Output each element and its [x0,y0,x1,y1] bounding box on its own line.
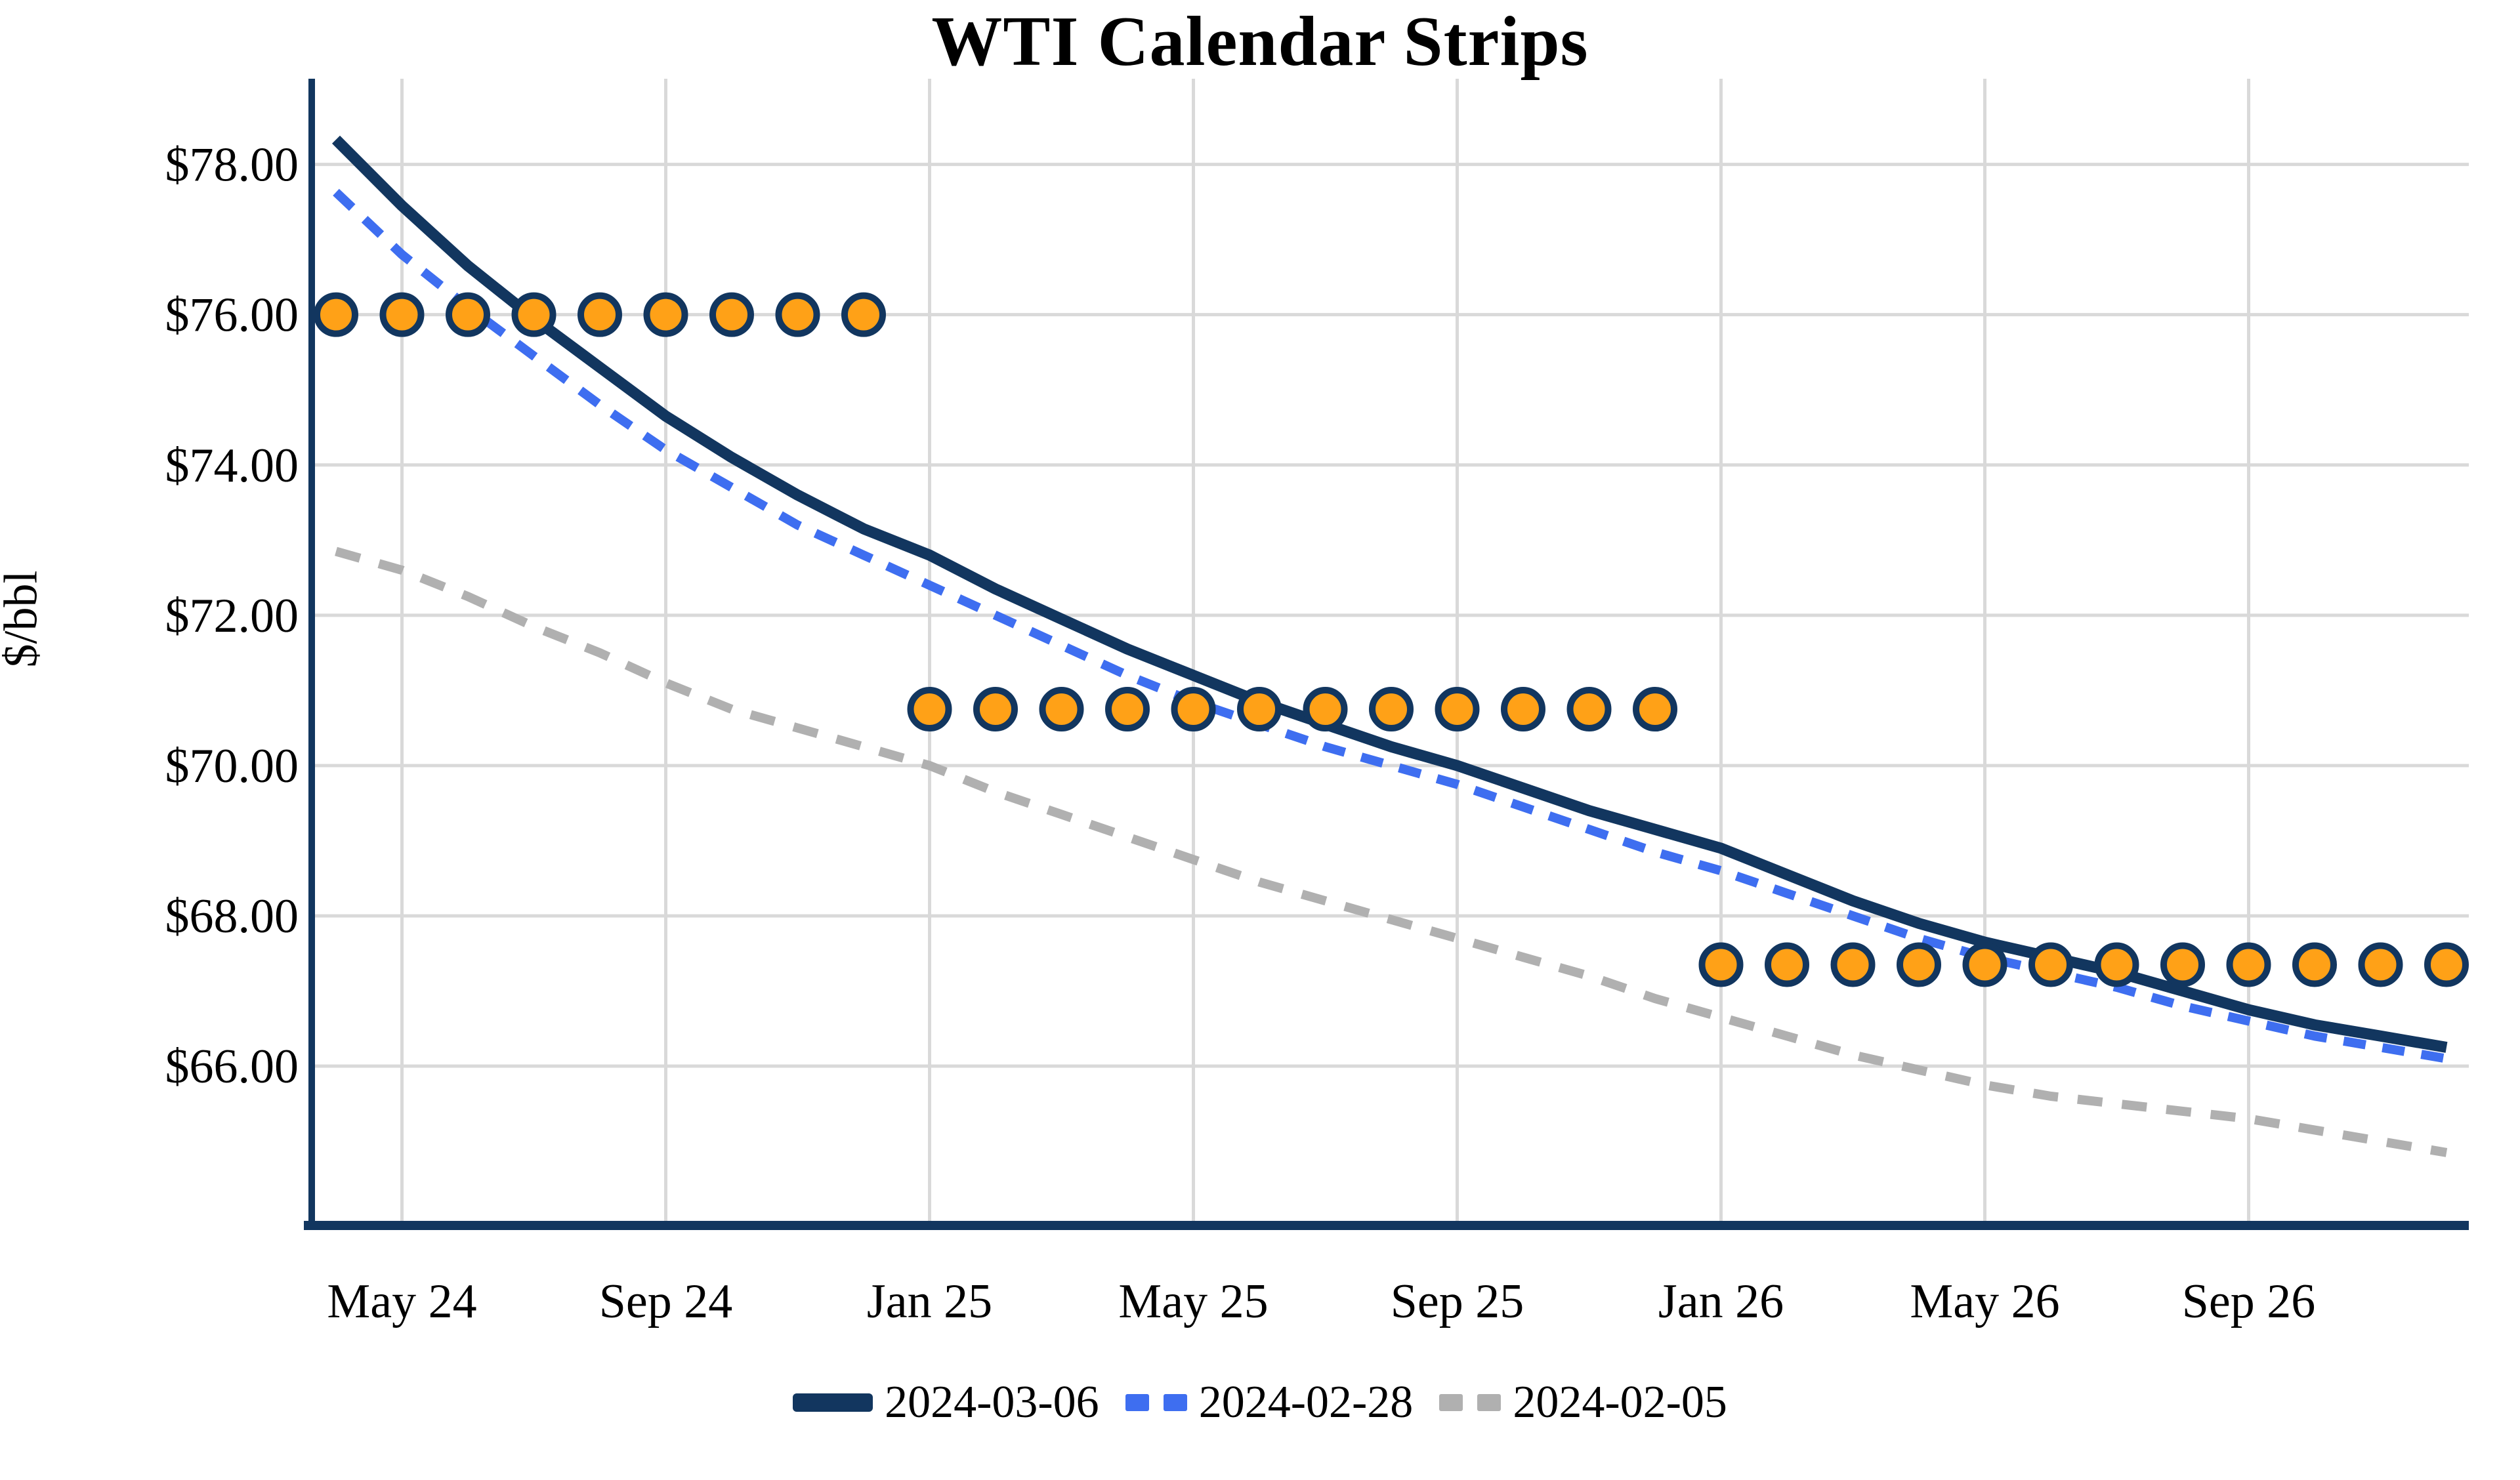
strip-dot [841,292,886,337]
strip-dot [1039,687,1084,732]
strip-dot [1698,942,1744,987]
y-tick-label: $68.00 [165,890,299,943]
strip-dot [775,292,820,337]
legend-label: 2024-03-06 [885,1377,1099,1428]
x-tick-label: Jan 25 [867,1275,992,1328]
strip-dot [973,687,1018,732]
strip-dot [2292,942,2337,987]
strip-dot [1897,942,1941,987]
series-line-2024-03-06 [331,135,2448,1053]
legend-dash-segment [1163,1394,1187,1411]
y-tick-label: $76.00 [165,289,299,342]
strip-dot [2226,942,2271,987]
series-line-2024-02-28 [333,188,2448,1063]
legend-swatch-dashed-line [1439,1394,1502,1411]
x-tick-label: May 25 [1118,1275,1268,1328]
legend-dash-segment [1439,1394,1463,1411]
chart-title: WTI Calendar Strips [931,3,1589,81]
x-tick-label: May 26 [1910,1275,2059,1328]
legend-swatch-solid-line [793,1393,873,1412]
strip-dot [2028,942,2073,987]
y-tick-label: $72.00 [165,589,299,643]
strip-dot [907,687,952,732]
strip-dot [2160,942,2205,987]
x-tick-label: Sep 24 [599,1275,733,1328]
strip-dot [709,292,754,337]
y-tick-label: $66.00 [165,1040,299,1094]
x-tick-label: Sep 25 [1391,1275,1524,1328]
y-tick-label: $74.00 [165,439,299,493]
x-tick-label: Sep 26 [2182,1275,2316,1328]
legend-label: 2024-02-05 [1513,1377,1727,1428]
strip-dot [1171,687,1216,732]
strip-dot [2358,942,2403,987]
strip-dot [1105,687,1150,732]
legend-dash-segment [1477,1394,1502,1411]
series-line-2024-02-05 [335,546,2448,1157]
x-tick-label: Jan 26 [1658,1275,1784,1328]
y-tick-label: $70.00 [165,739,299,793]
strip-dot [511,292,556,337]
strip-dot [1435,687,1480,732]
strip-dot [379,292,425,337]
strip-dot [643,292,688,337]
legend-item-2024-02-05: 2024-02-05 [1439,1376,1727,1429]
legend-item-2024-02-28: 2024-02-28 [1125,1376,1414,1429]
strip-dot [1566,687,1612,732]
y-tick-label: $78.00 [165,138,299,192]
legend: 2024-03-06 2024-02-28 2024-02-05 [0,1376,2520,1429]
strip-dot [1633,687,1677,732]
strip-dot [578,292,622,337]
strip-dot [1830,942,1876,987]
strip-dot [1237,687,1282,732]
strip-dot [1962,942,2007,987]
legend-label: 2024-02-28 [1198,1377,1414,1428]
x-tick-label: May 24 [327,1275,476,1328]
strip-dot [1765,942,1809,987]
strip-dot [2424,942,2469,987]
strip-dot [1303,687,1348,732]
strip-dot [2094,942,2139,987]
strip-dot [314,292,358,337]
strip-dot [1369,687,1414,732]
legend-swatch-dashed-line [1125,1394,1187,1411]
strip-dot [446,292,490,337]
legend-dash-segment [1125,1394,1149,1411]
strip-dot [1501,687,1545,732]
legend-item-2024-03-06: 2024-03-06 [793,1376,1099,1429]
